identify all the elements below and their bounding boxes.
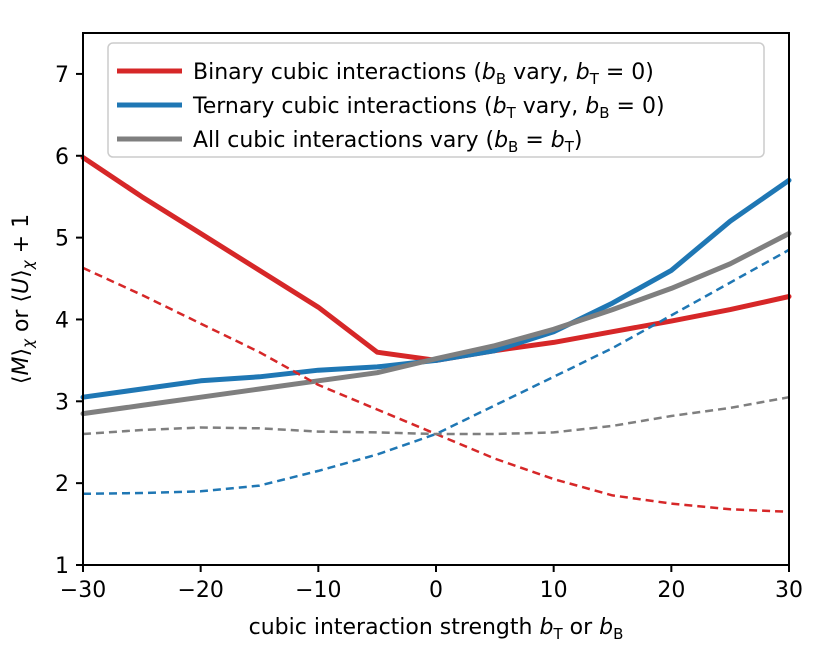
x-tick-label: 30 bbox=[775, 578, 803, 603]
series-layer bbox=[80, 154, 792, 514]
y-tick-label: 5 bbox=[55, 227, 69, 252]
y-tick-label: 4 bbox=[55, 308, 69, 333]
dashed-series-line-4 bbox=[82, 266, 790, 514]
x-tick-label: 0 bbox=[429, 578, 443, 603]
y-tick-label: 7 bbox=[55, 63, 69, 88]
legend: Binary cubic interactions (bB vary, bT =… bbox=[107, 42, 765, 158]
x-tick-label: −10 bbox=[295, 578, 341, 603]
x-axis-label: cubic interaction strength bT or bB bbox=[249, 615, 624, 643]
y-tick-label: 1 bbox=[55, 554, 69, 579]
x-tick-label: −30 bbox=[60, 578, 106, 603]
dashed-series-line-5 bbox=[82, 248, 790, 496]
legend-label-2: Ternary cubic interactions (bT vary, bB … bbox=[192, 94, 665, 122]
legend-box bbox=[107, 42, 765, 158]
dashed-series-line-6 bbox=[82, 395, 790, 436]
ticks-layer: −30 −20 −10 0 10 20 30 1 2 3 4 5 6 7 bbox=[55, 63, 803, 603]
y-axis-label: ⟨M⟩χ or ⟨U⟩χ + 1 bbox=[9, 214, 37, 384]
y-tick-label: 6 bbox=[55, 145, 69, 170]
y-tick-label: 3 bbox=[55, 390, 69, 415]
legend-label-3: All cubic interactions vary (bB = bT) bbox=[193, 128, 582, 156]
series-line-2 bbox=[80, 177, 792, 400]
x-tick-label: −20 bbox=[177, 578, 223, 603]
series-line-3 bbox=[80, 231, 792, 417]
y-tick-label: 2 bbox=[55, 472, 69, 497]
x-tick-label: 20 bbox=[657, 578, 685, 603]
x-tick-label: 10 bbox=[540, 578, 568, 603]
legend-label-1: Binary cubic interactions (bB vary, bT =… bbox=[193, 60, 654, 88]
